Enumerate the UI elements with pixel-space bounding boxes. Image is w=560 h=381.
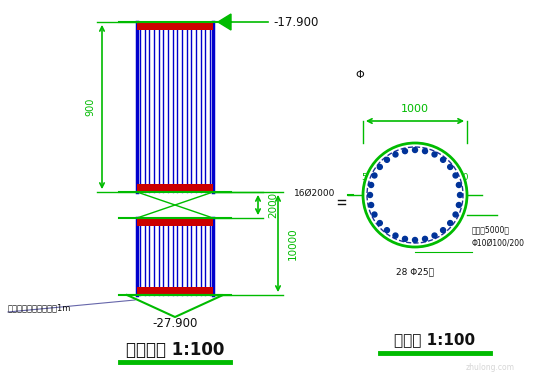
Bar xyxy=(137,184,213,192)
Text: 2000: 2000 xyxy=(268,192,278,218)
Circle shape xyxy=(447,221,452,226)
Circle shape xyxy=(403,149,408,154)
Text: 28 Φ25主: 28 Φ25主 xyxy=(396,267,434,276)
Text: 50: 50 xyxy=(361,173,373,182)
Bar xyxy=(137,218,213,226)
Circle shape xyxy=(377,165,382,170)
Text: 桴立面图 1:100: 桴立面图 1:100 xyxy=(126,341,224,359)
Circle shape xyxy=(403,236,408,242)
Bar xyxy=(137,22,213,192)
Circle shape xyxy=(441,157,446,162)
Text: Φ: Φ xyxy=(356,70,365,80)
Text: 桴截面 1:100: 桴截面 1:100 xyxy=(394,333,475,347)
Circle shape xyxy=(372,173,377,178)
Circle shape xyxy=(453,212,458,217)
Text: Φ10Ø100/200: Φ10Ø100/200 xyxy=(472,239,525,248)
Circle shape xyxy=(377,221,382,226)
Circle shape xyxy=(367,192,372,197)
Circle shape xyxy=(422,149,427,154)
Circle shape xyxy=(375,155,455,235)
Circle shape xyxy=(368,182,374,187)
Text: 16Ø2000: 16Ø2000 xyxy=(293,189,335,197)
Text: zhulong.com: zhulong.com xyxy=(465,363,515,373)
Text: 桴底处须嵌低入中风化1m: 桴底处须嵌低入中风化1m xyxy=(8,304,71,312)
Text: 10000: 10000 xyxy=(288,227,298,260)
Circle shape xyxy=(441,228,446,233)
Circle shape xyxy=(385,228,389,233)
Circle shape xyxy=(372,212,377,217)
Circle shape xyxy=(393,152,398,157)
Circle shape xyxy=(413,147,418,152)
Circle shape xyxy=(385,157,389,162)
Circle shape xyxy=(413,237,418,242)
Circle shape xyxy=(432,152,437,157)
Text: -27.900: -27.900 xyxy=(152,317,198,330)
Circle shape xyxy=(393,233,398,238)
Bar xyxy=(137,287,213,295)
Text: -17.900: -17.900 xyxy=(273,16,319,29)
Circle shape xyxy=(432,233,437,238)
Text: 900: 900 xyxy=(85,98,95,116)
Bar xyxy=(137,218,213,295)
Circle shape xyxy=(368,203,374,208)
Circle shape xyxy=(453,173,458,178)
Text: 50: 50 xyxy=(458,173,469,182)
Circle shape xyxy=(458,192,463,197)
Circle shape xyxy=(363,143,467,247)
Text: 1000: 1000 xyxy=(401,104,429,114)
Circle shape xyxy=(456,203,461,208)
Circle shape xyxy=(447,165,452,170)
Circle shape xyxy=(456,182,461,187)
Polygon shape xyxy=(218,14,231,30)
Bar xyxy=(137,22,213,30)
Text: 草笔（5000）: 草笔（5000） xyxy=(472,226,510,234)
Circle shape xyxy=(422,236,427,242)
